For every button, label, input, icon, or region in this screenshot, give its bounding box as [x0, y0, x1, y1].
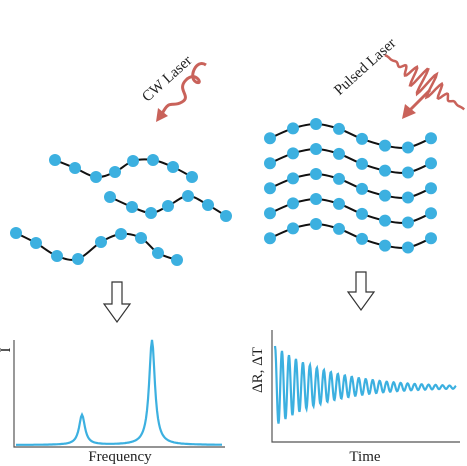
atom [264, 182, 276, 195]
pulsed-arrow-head [402, 104, 416, 119]
atom [333, 222, 345, 235]
axes [271, 330, 460, 443]
atom [104, 191, 116, 203]
atom [264, 132, 276, 145]
atom [127, 155, 139, 167]
atom [333, 172, 345, 185]
axes [13, 340, 225, 448]
atom [264, 207, 276, 220]
atom [333, 147, 345, 160]
y-label: I [0, 348, 14, 353]
atom [30, 237, 42, 249]
atom [109, 166, 121, 178]
atom [333, 122, 345, 135]
atom [69, 162, 81, 174]
atom [287, 197, 299, 210]
molecule-chains [10, 118, 437, 266]
atom [115, 228, 127, 240]
atom [287, 222, 299, 235]
atom [402, 141, 414, 154]
atom [425, 157, 437, 170]
atom [10, 227, 22, 239]
atom [402, 241, 414, 254]
atom [402, 191, 414, 204]
atom [402, 166, 414, 179]
atom [425, 207, 437, 220]
atom [310, 118, 322, 131]
atom [95, 236, 107, 248]
atom [425, 132, 437, 145]
cw-laser-beam [160, 62, 207, 115]
cw-arrow-head [156, 108, 168, 122]
down-arrow [102, 281, 132, 324]
atom [287, 172, 299, 185]
atom [126, 201, 138, 213]
atom [152, 247, 164, 259]
atom [356, 232, 368, 245]
atom [49, 154, 61, 166]
atom [287, 147, 299, 160]
atom [356, 207, 368, 220]
atom [356, 132, 368, 145]
atom [356, 157, 368, 170]
atom [425, 232, 437, 245]
atom [379, 239, 391, 252]
x-label: Time [349, 449, 380, 465]
atom [310, 143, 322, 156]
atom [220, 210, 232, 222]
oscillation-curve [273, 345, 457, 424]
atom [202, 199, 214, 211]
atom [356, 182, 368, 195]
atom [402, 216, 414, 229]
atom [182, 190, 194, 202]
atom [333, 197, 345, 210]
pulsed-label: Pulsed Laser [331, 35, 399, 98]
spectrum-curve [16, 339, 222, 446]
atom [135, 232, 147, 244]
atom [264, 157, 276, 170]
atom [72, 253, 84, 265]
atom [51, 250, 63, 262]
atom [287, 122, 299, 135]
atom [379, 189, 391, 202]
atom [147, 154, 159, 166]
atom [425, 182, 437, 195]
atom [145, 207, 157, 219]
atom [186, 171, 198, 183]
atom [379, 214, 391, 227]
x-label: Frequency [88, 449, 152, 465]
atom [167, 161, 179, 173]
atom [379, 139, 391, 152]
atom [90, 171, 102, 183]
atom [310, 168, 322, 181]
y-label: ΔR, ΔT [250, 347, 266, 393]
atom [171, 254, 183, 266]
atom [162, 200, 174, 212]
down-arrow [346, 271, 376, 312]
pulsed-laser-packet [384, 53, 466, 111]
spectrum-plot: I Frequency [0, 339, 225, 465]
time-plot: ΔR, ΔT Time [250, 330, 460, 465]
atom [310, 218, 322, 231]
atom [379, 164, 391, 177]
atom [310, 193, 322, 206]
pulsed-laser-beam [408, 88, 432, 112]
atom [264, 232, 276, 245]
